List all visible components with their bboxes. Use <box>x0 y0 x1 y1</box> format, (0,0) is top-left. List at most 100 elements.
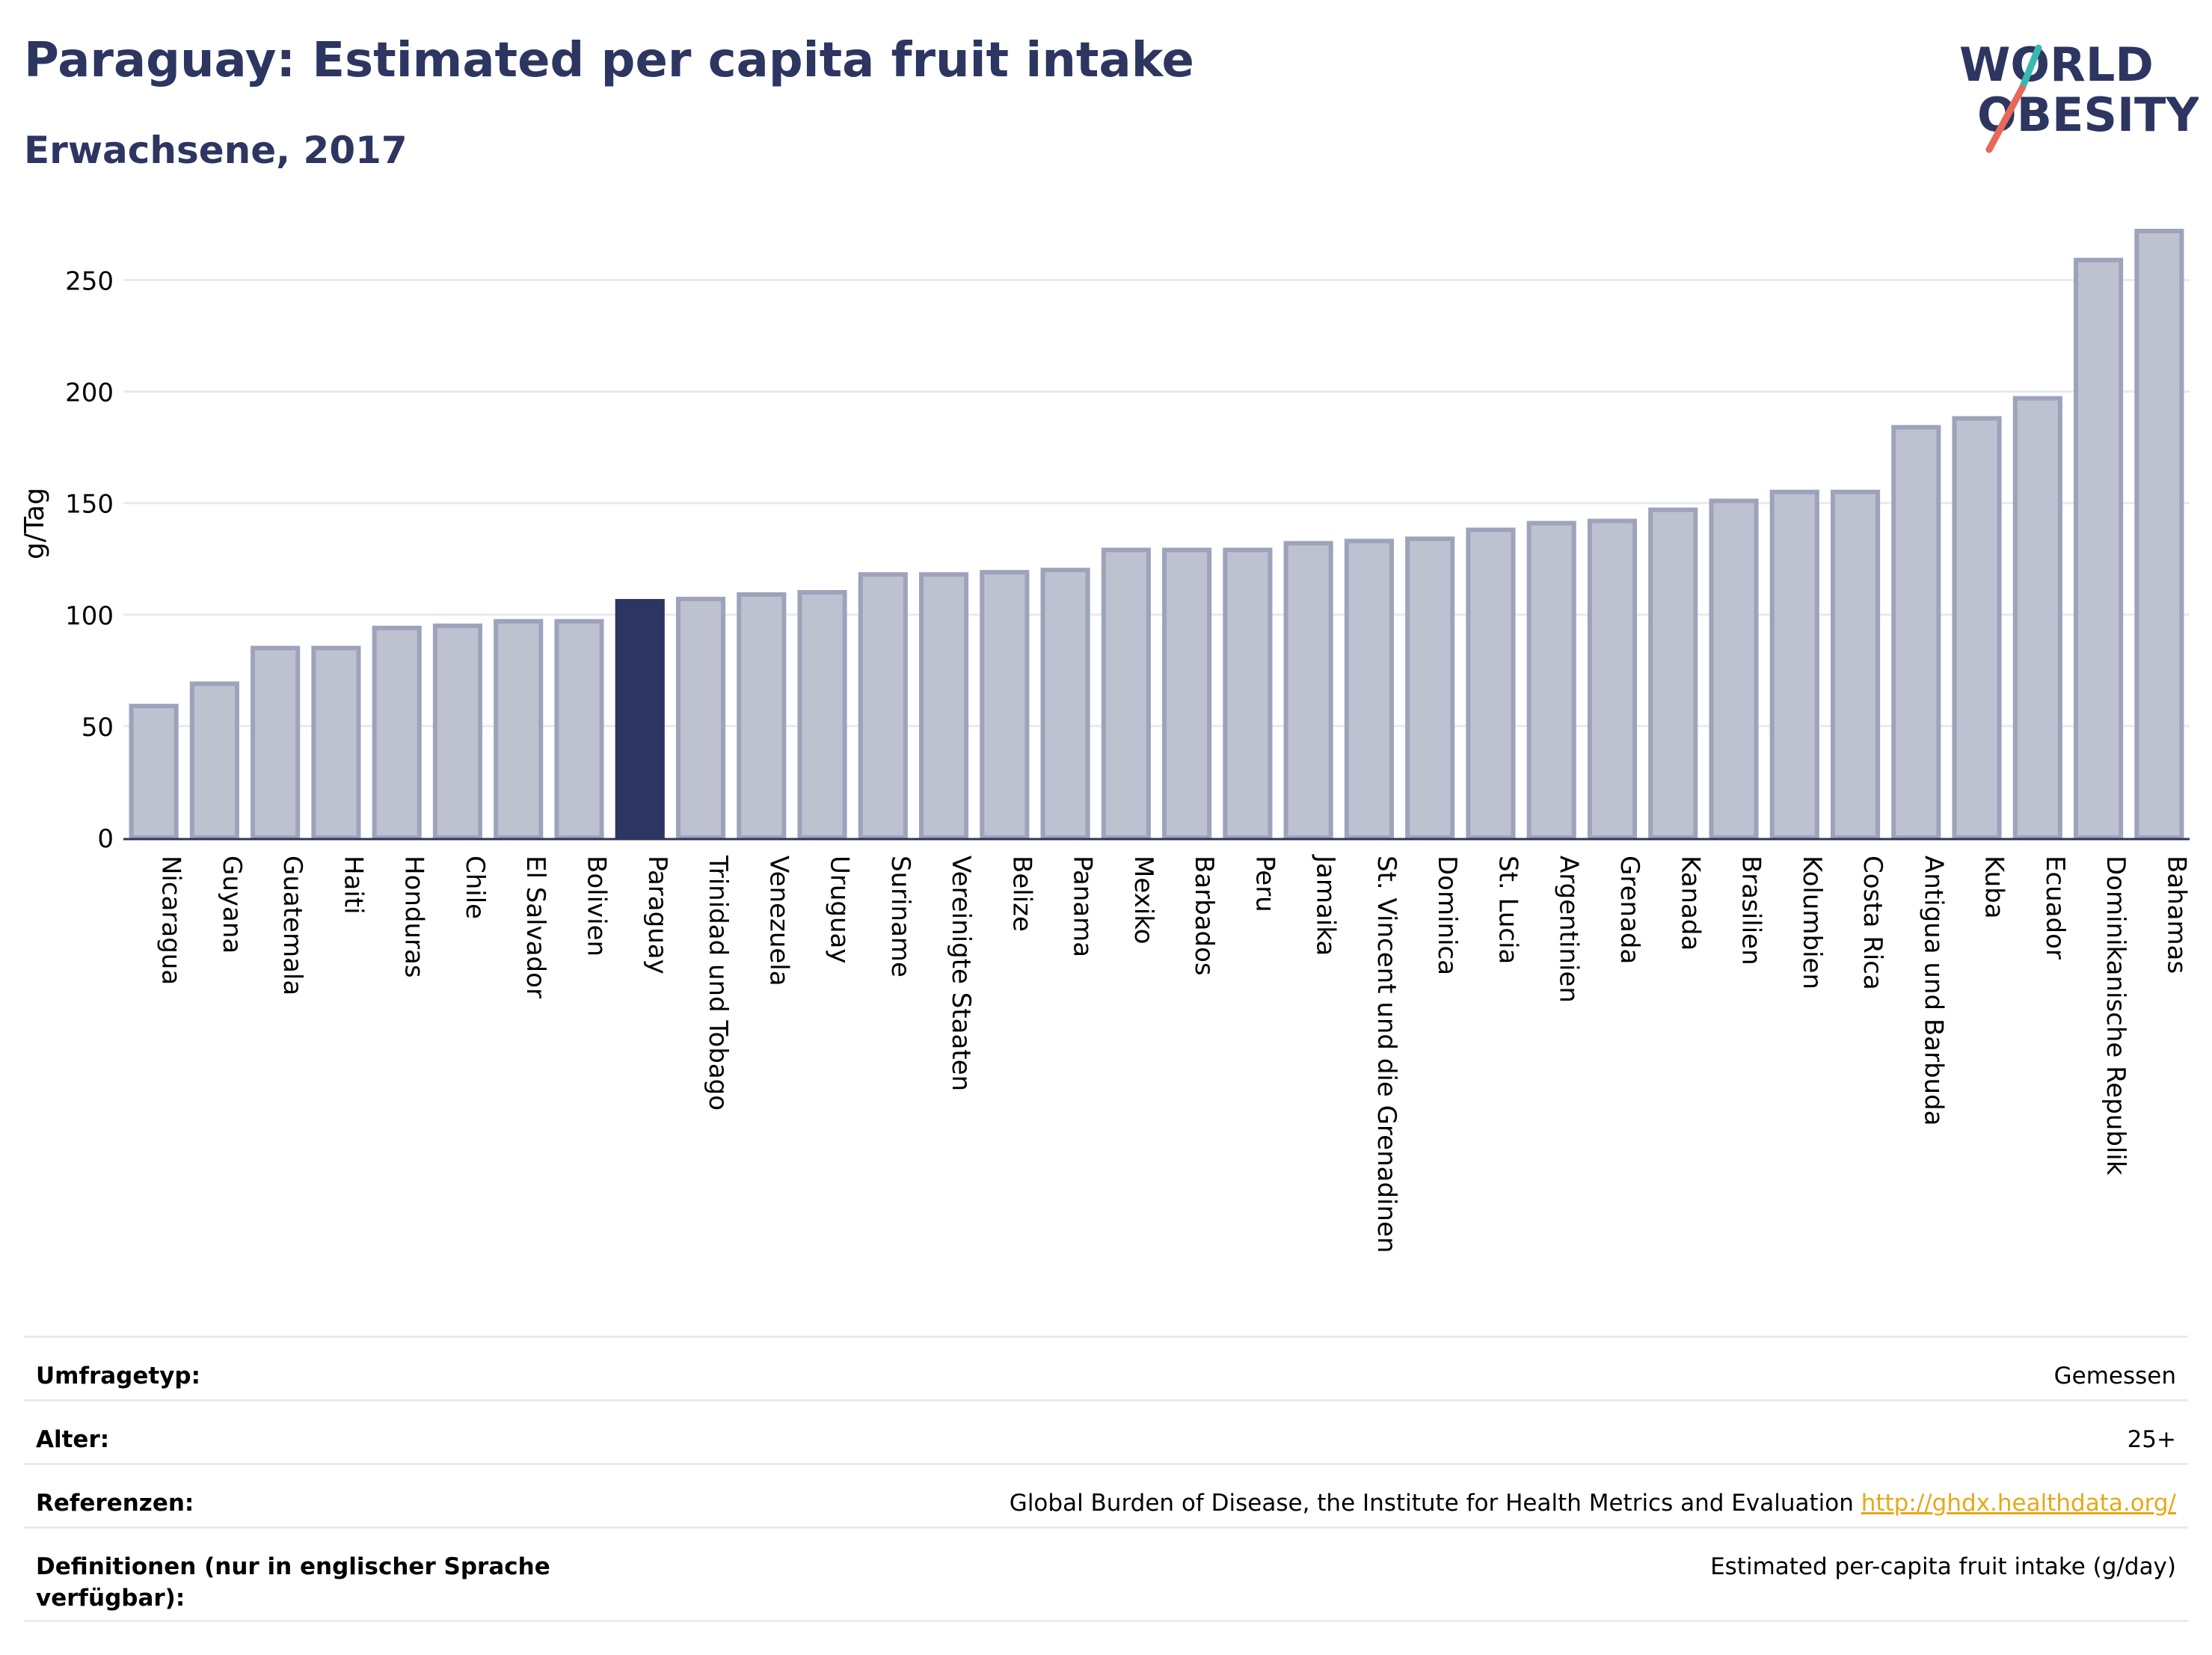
bar-trinidad-und-tobago <box>675 596 726 840</box>
meta-value-text: 25+ <box>2127 1426 2176 1453</box>
x-tick-label: Paraguay <box>642 856 672 974</box>
x-tick-label: Mexiko <box>1128 856 1158 945</box>
x-tick-label: Dominikanische Republik <box>2101 856 2130 1176</box>
meta-row: Referenzen: Global Burden of Disease, the… <box>24 1463 2188 1526</box>
meta-row: Definitionen (nur in englischer Sprache … <box>24 1526 2188 1622</box>
bar-vereinigte-staaten <box>919 572 969 840</box>
meta-key: Definitionen (nur in englischer Sprache … <box>36 1553 550 1612</box>
bar-suriname <box>858 572 908 840</box>
bar-ecuador <box>2012 396 2062 840</box>
chart-subtitle: Erwachsene, 2017 <box>24 129 408 172</box>
meta-value-text: Estimated per-capita fruit intake (g/day… <box>1710 1553 2176 1580</box>
bar-guyana <box>189 681 239 840</box>
y-tick-label: 250 <box>65 267 114 297</box>
y-axis-label: g/Tag <box>19 488 50 559</box>
bar-kolumbien <box>1769 489 1819 840</box>
y-tick-label: 100 <box>65 601 114 631</box>
bar-el-salvador <box>494 618 544 840</box>
x-tick-label: El Salvador <box>520 856 550 998</box>
meta-value: 25+ <box>2127 1401 2188 1455</box>
x-tick-label: Nicaragua <box>156 856 186 985</box>
meta-row: Alter: 25+ <box>24 1399 2188 1463</box>
y-tick-label: 50 <box>82 713 114 743</box>
x-tick-label: Belize <box>1007 856 1036 932</box>
meta-key: Umfragetyp: <box>36 1363 200 1390</box>
meta-value-text: Gemessen <box>2053 1363 2176 1390</box>
bar-panama <box>1040 568 1090 840</box>
y-axis-ticks: 0 50 100 150 200 250 <box>65 267 114 854</box>
world-obesity-logo: WORLD OBESITY <box>1959 37 2199 153</box>
logo-slash-teal <box>2018 44 2042 92</box>
bar-peru <box>1223 547 1273 840</box>
x-tick-label: St. Lucia <box>1493 856 1523 964</box>
bar-barbados <box>1162 547 1212 840</box>
meta-key: Alter: <box>36 1426 110 1453</box>
x-axis-ticks: Nicaragua Guyana Guatemala Haiti Honduras Chi… <box>156 854 2192 1253</box>
x-tick-label: Trinidad und Tobago <box>703 855 733 1111</box>
y-tick-label: 150 <box>65 490 114 520</box>
bar-uruguay <box>797 590 847 840</box>
meta-value-text: Global Burden of Disease, the Institute … <box>1009 1490 1854 1517</box>
x-tick-label: Kuba <box>1979 856 2009 919</box>
x-tick-label: Uruguay <box>825 856 855 964</box>
reference-link[interactable]: http://ghdx.healthdata.org/ <box>1861 1490 2176 1517</box>
y-tick-label: 200 <box>65 378 114 408</box>
x-tick-label: Brasilien <box>1736 856 1766 965</box>
bar-bahamas <box>2134 228 2184 841</box>
bar-costa-rica <box>1830 489 1881 840</box>
x-tick-label: Suriname <box>885 856 915 977</box>
bar-honduras <box>372 625 422 841</box>
bar-antigua-und-barbuda <box>1891 425 1941 840</box>
bar-chart: 0 50 100 150 200 250 Nicaragua Guyana Guatemala… <box>19 228 2192 1253</box>
bar-kanada <box>1648 507 1698 840</box>
x-tick-label: Costa Rica <box>1858 856 1887 990</box>
meta-value: Global Burden of Disease, the Institute … <box>1010 1465 2188 1519</box>
x-tick-label: Grenada <box>1615 856 1644 964</box>
x-tick-label: Honduras <box>399 856 429 978</box>
logo-line1: WORLD <box>1959 37 2154 92</box>
bar-brasilien <box>1709 498 1759 841</box>
bar-venezuela <box>737 592 787 840</box>
x-tick-label: Guyana <box>217 856 247 954</box>
bar-argentinien <box>1526 521 1576 841</box>
bars <box>129 228 2184 841</box>
x-tick-label: Peru <box>1250 856 1279 912</box>
x-tick-label: Bahamas <box>2161 856 2191 974</box>
x-tick-label: Guatemala <box>277 856 307 995</box>
x-tick-label: Barbados <box>1189 856 1219 976</box>
x-tick-label: Kolumbien <box>1797 856 1827 989</box>
bar-dominikanische-republik <box>2074 257 2124 840</box>
bar-guatemala <box>251 645 301 841</box>
bar-bolivien <box>554 618 604 840</box>
bar-belize <box>980 570 1030 840</box>
x-tick-label: Bolivien <box>581 856 611 957</box>
bar-st-lucia <box>1466 527 1516 840</box>
bar-chile <box>432 623 483 841</box>
x-tick-label: Haiti <box>338 856 368 915</box>
x-tick-label: Argentinien <box>1554 856 1584 1003</box>
logo-slash-red <box>1985 85 2026 153</box>
bar-kuba <box>1952 416 2002 840</box>
meta-value: Gemessen <box>2054 1338 2188 1392</box>
x-tick-label: St. Vincent und die Grenadinen <box>1371 856 1401 1253</box>
bar-dominica <box>1405 536 1455 840</box>
bar-paraguay <box>615 598 665 840</box>
bar-st-vincent-und-die-grenadinen <box>1344 538 1394 840</box>
x-tick-label: Jamaika <box>1311 854 1341 956</box>
x-tick-label: Antigua und Barbuda <box>1918 856 1948 1126</box>
y-tick-label: 0 <box>97 824 114 854</box>
x-tick-label: Ecuador <box>2040 856 2070 959</box>
meta-key: Referenzen: <box>36 1490 194 1517</box>
x-tick-label: Panama <box>1068 856 1098 957</box>
meta-value: Estimated per-capita fruit intake (g/day… <box>1710 1529 2188 1582</box>
bar-haiti <box>311 645 361 841</box>
x-tick-label: Venezuela <box>764 856 793 986</box>
metadata-table: Umfragetyp: Gemessen Alter: 25+ Referenzen: G… <box>24 1336 2188 1622</box>
bar-nicaragua <box>129 704 179 841</box>
x-tick-label: Chile <box>460 856 490 919</box>
x-tick-label: Kanada <box>1675 856 1705 951</box>
meta-row: Umfragetyp: Gemessen <box>24 1336 2188 1399</box>
x-tick-label: Vereinigte Staaten <box>946 856 976 1091</box>
chart-title: Paraguay: Estimated per capita fruit int… <box>24 33 1194 88</box>
bar-grenada <box>1587 518 1638 841</box>
